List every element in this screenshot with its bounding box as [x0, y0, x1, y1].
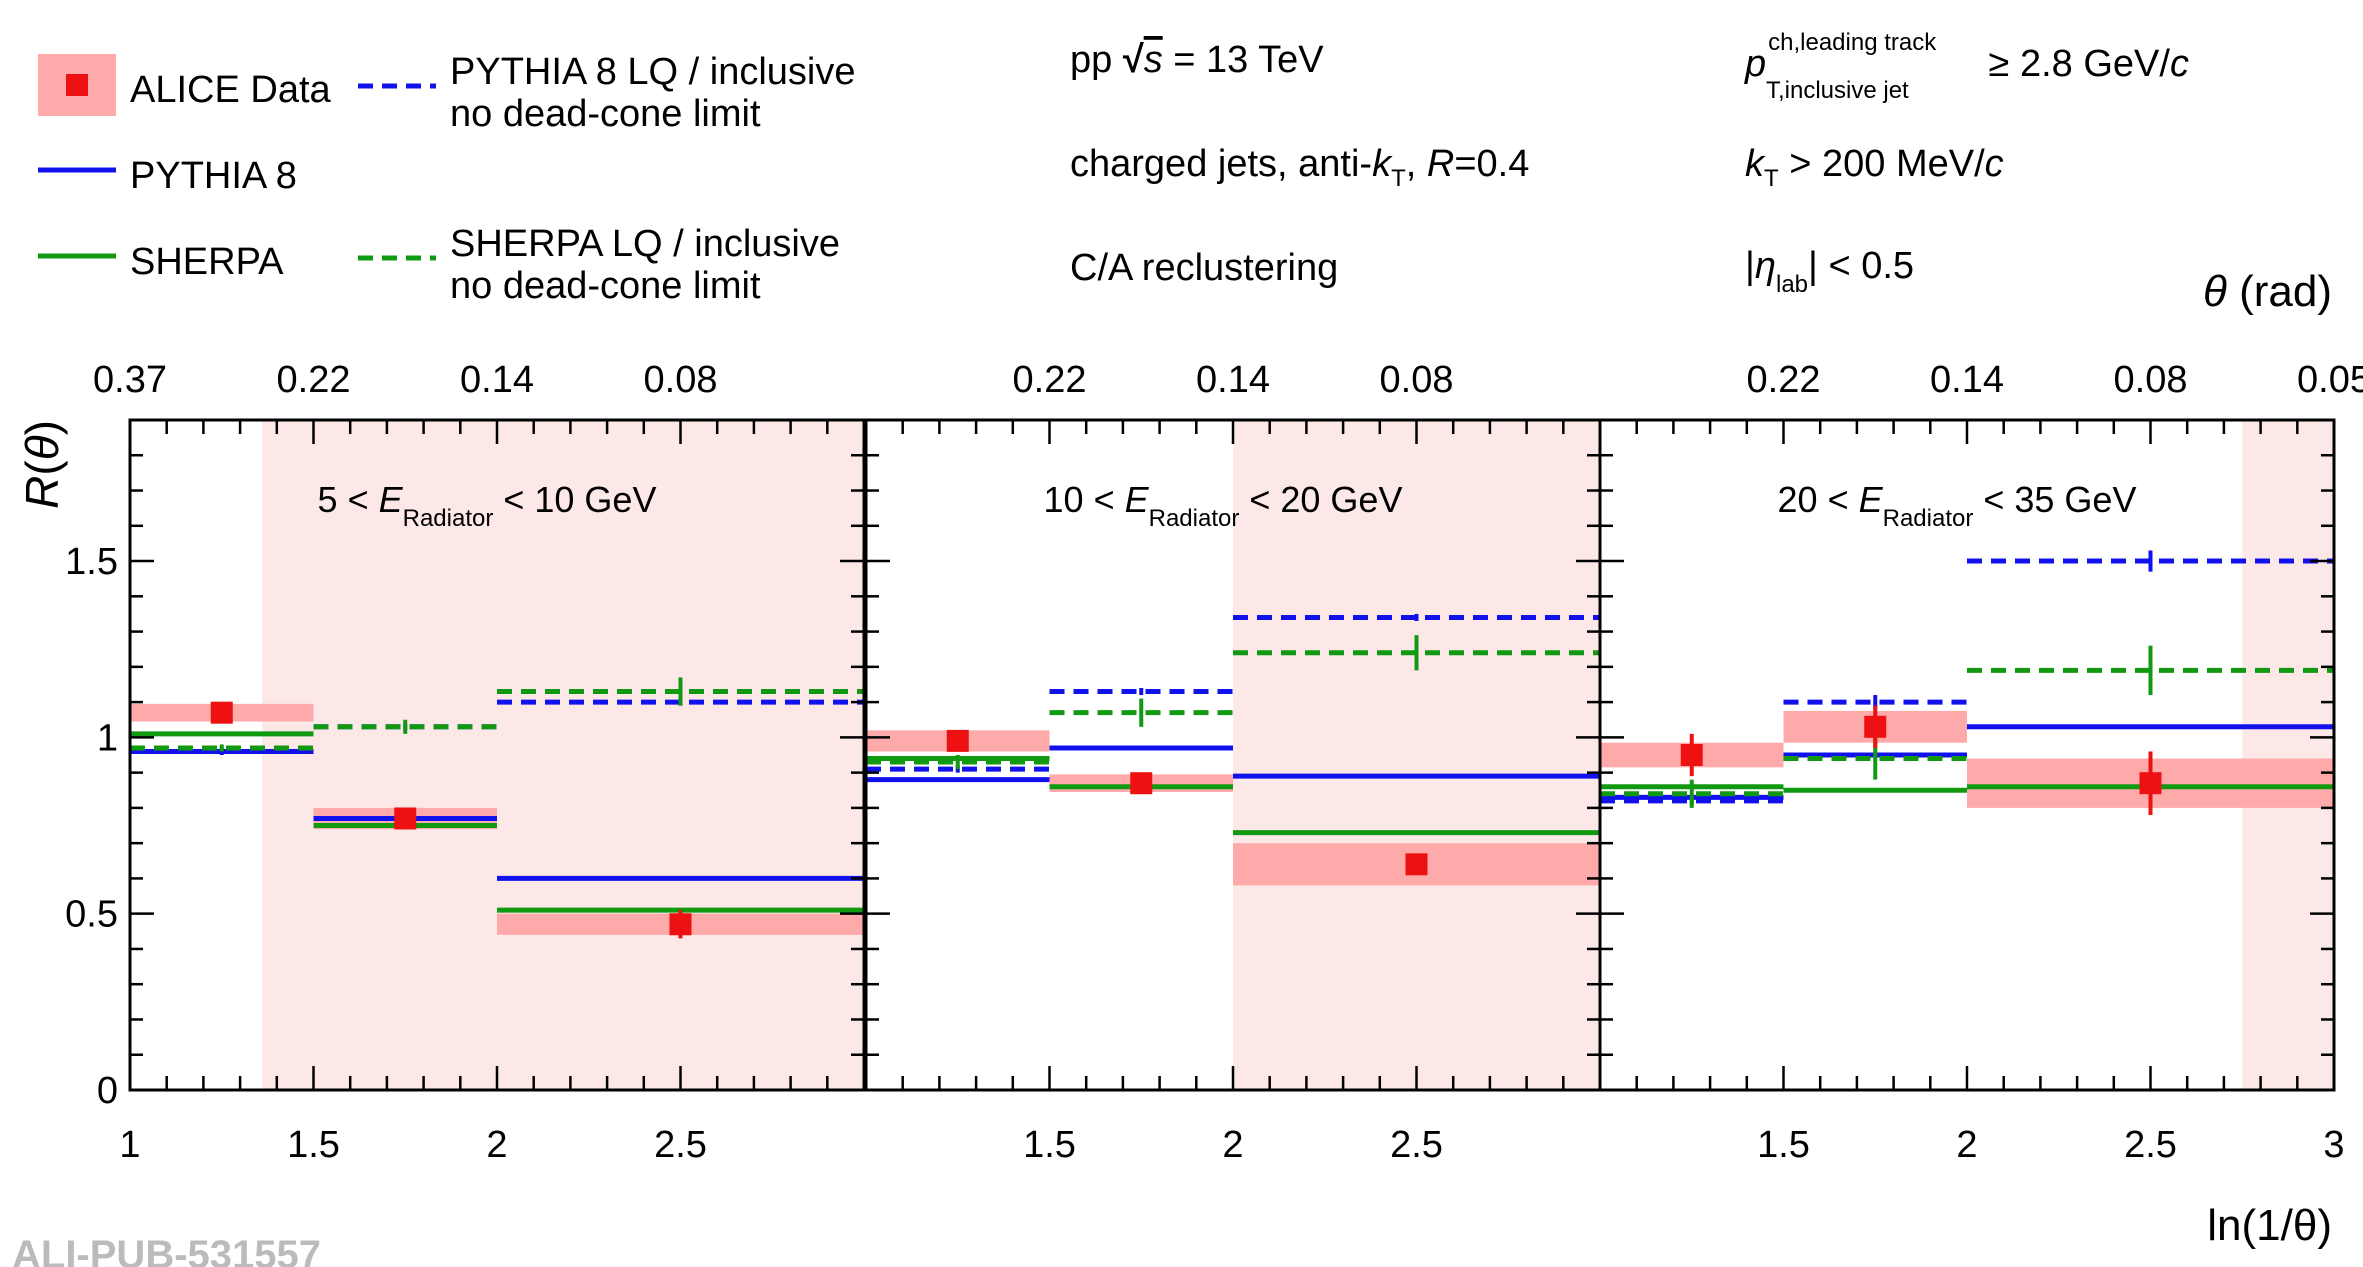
- kt-cut-annotation: kT > 200 MeV/c: [1745, 143, 2004, 192]
- panel-3-x-tick-label: 2.5: [2124, 1124, 2177, 1166]
- legend: ALICE Data PYTHIA 8 SHERPA PYTHIA 8 LQ /…: [38, 51, 856, 307]
- y-tick-label: 0.5: [65, 894, 118, 936]
- legend-data-marker: [66, 74, 88, 96]
- panel-2-shaded-region: [1233, 420, 1600, 1090]
- panel-1-theta-tick-label: 0.14: [460, 359, 534, 401]
- panel-1-energy-label: 5 < ERadiator < 10 GeV: [318, 479, 657, 532]
- y-axis-title: R(θ): [16, 420, 68, 509]
- panel-1-data-point: [210, 701, 233, 724]
- panel-2-x-tick-label: 2.5: [1390, 1124, 1443, 1166]
- legend-sherpa-lq-label-1: SHERPA LQ / inclusive: [450, 223, 840, 265]
- panel-1-data-point: [394, 807, 417, 830]
- x-axis-title: ln(1/θ): [2207, 1201, 2332, 1250]
- panel-2: 1.5 2 2.5 0.22 0.14 0.08 10 < ERadiator < 20 G…: [864, 359, 1602, 1166]
- legend-sherpa-label: SHERPA: [130, 241, 284, 283]
- panel-3-theta-tick-label: 0.22: [1747, 359, 1821, 401]
- panel-3-theta-tick-label: 0.14: [1930, 359, 2004, 401]
- panel-3-theta-tick-label: 0.08: [2114, 359, 2188, 401]
- eta-cut-annotation: |ηlab| < 0.5: [1745, 245, 1914, 298]
- panel-1: 1 1.5 2 2.5 0.37 0.22 0.14 0.08 5 < ERadiator < …: [93, 359, 866, 1166]
- panel-3-x-tick-label: 3: [2323, 1124, 2344, 1166]
- panel-3-data-point: [1680, 744, 1703, 766]
- panel-3: 1.5 2 2.5 3 0.22 0.14 0.08 0.05 20 < ERadiator <…: [1598, 359, 2363, 1166]
- panel-3-shaded-region: [2242, 420, 2334, 1090]
- y-tick-label: 0: [97, 1070, 118, 1112]
- panel-3-x-tick-label: 2: [1956, 1124, 1977, 1166]
- panel-3-data-point: [1864, 715, 1887, 738]
- panel-2-x-tick-label: 2: [1222, 1124, 1243, 1166]
- panel-1-x-tick-label: 1.5: [287, 1124, 340, 1166]
- legend-pythia-label: PYTHIA 8: [130, 155, 297, 197]
- annotations: pp √s = 13 TeV charged jets, anti-kT, R=…: [1070, 29, 2189, 298]
- panel-2-theta-tick-label: 0.14: [1196, 359, 1270, 401]
- panel-1-data-point: [669, 913, 692, 936]
- y-tick-labels: 0 0.5 1 1.5: [65, 541, 118, 1112]
- y-tick-label: 1.5: [65, 541, 118, 583]
- panel-1-theta-tick-label: 0.37: [93, 359, 167, 401]
- panel-1-theta-tick-label: 0.22: [277, 359, 351, 401]
- panel-3-energy-label: 20 < ERadiator < 35 GeV: [1778, 479, 2137, 532]
- panel-2-theta-tick-label: 0.22: [1013, 359, 1087, 401]
- y-tick-label: 1: [97, 717, 118, 759]
- legend-data-label: ALICE Data: [130, 69, 332, 111]
- panel-1-theta-tick-label: 0.08: [644, 359, 718, 401]
- energy-annotation: pp √s = 13 TeV: [1070, 39, 1324, 81]
- legend-sherpa-lq-label-2: no dead-cone limit: [450, 265, 761, 307]
- jets-annotation: charged jets, anti-kT, R=0.4: [1070, 143, 1529, 192]
- panel-2-data-point: [946, 729, 969, 752]
- panel-2-data-point: [1130, 772, 1153, 795]
- panel-1-shaded-region: [262, 420, 864, 1090]
- panel-2-energy-label: 10 < ERadiator < 20 GeV: [1044, 479, 1403, 532]
- legend-pythia-lq-label-2: no dead-cone limit: [450, 93, 761, 135]
- legend-pythia-lq-label-1: PYTHIA 8 LQ / inclusive: [450, 51, 856, 93]
- panel-2-data-point: [1405, 853, 1428, 876]
- panels: 1 1.5 2 2.5 0.37 0.22 0.14 0.08 5 < ERadiator < …: [93, 359, 2363, 1166]
- panel-1-x-tick-label: 1: [119, 1124, 140, 1166]
- panel-2-x-tick-label: 1.5: [1023, 1124, 1076, 1166]
- watermark: ALI-PUB-531557: [12, 1233, 321, 1267]
- panel-3-x-tick-label: 1.5: [1757, 1124, 1810, 1166]
- recluster-annotation: C/A reclustering: [1070, 247, 1338, 289]
- panel-2-theta-tick-label: 0.08: [1380, 359, 1454, 401]
- panel-1-x-tick-label: 2: [486, 1124, 507, 1166]
- x2-axis-title: θ (rad): [2203, 267, 2332, 316]
- panel-1-x-tick-label: 2.5: [654, 1124, 707, 1166]
- pt-cut-annotation: pch,leading track T,inclusive jet ≥ 2.8 G…: [1744, 29, 2189, 104]
- panel-3-data-point: [2139, 772, 2162, 795]
- panel-3-theta-tick-label: 0.05: [2297, 359, 2363, 401]
